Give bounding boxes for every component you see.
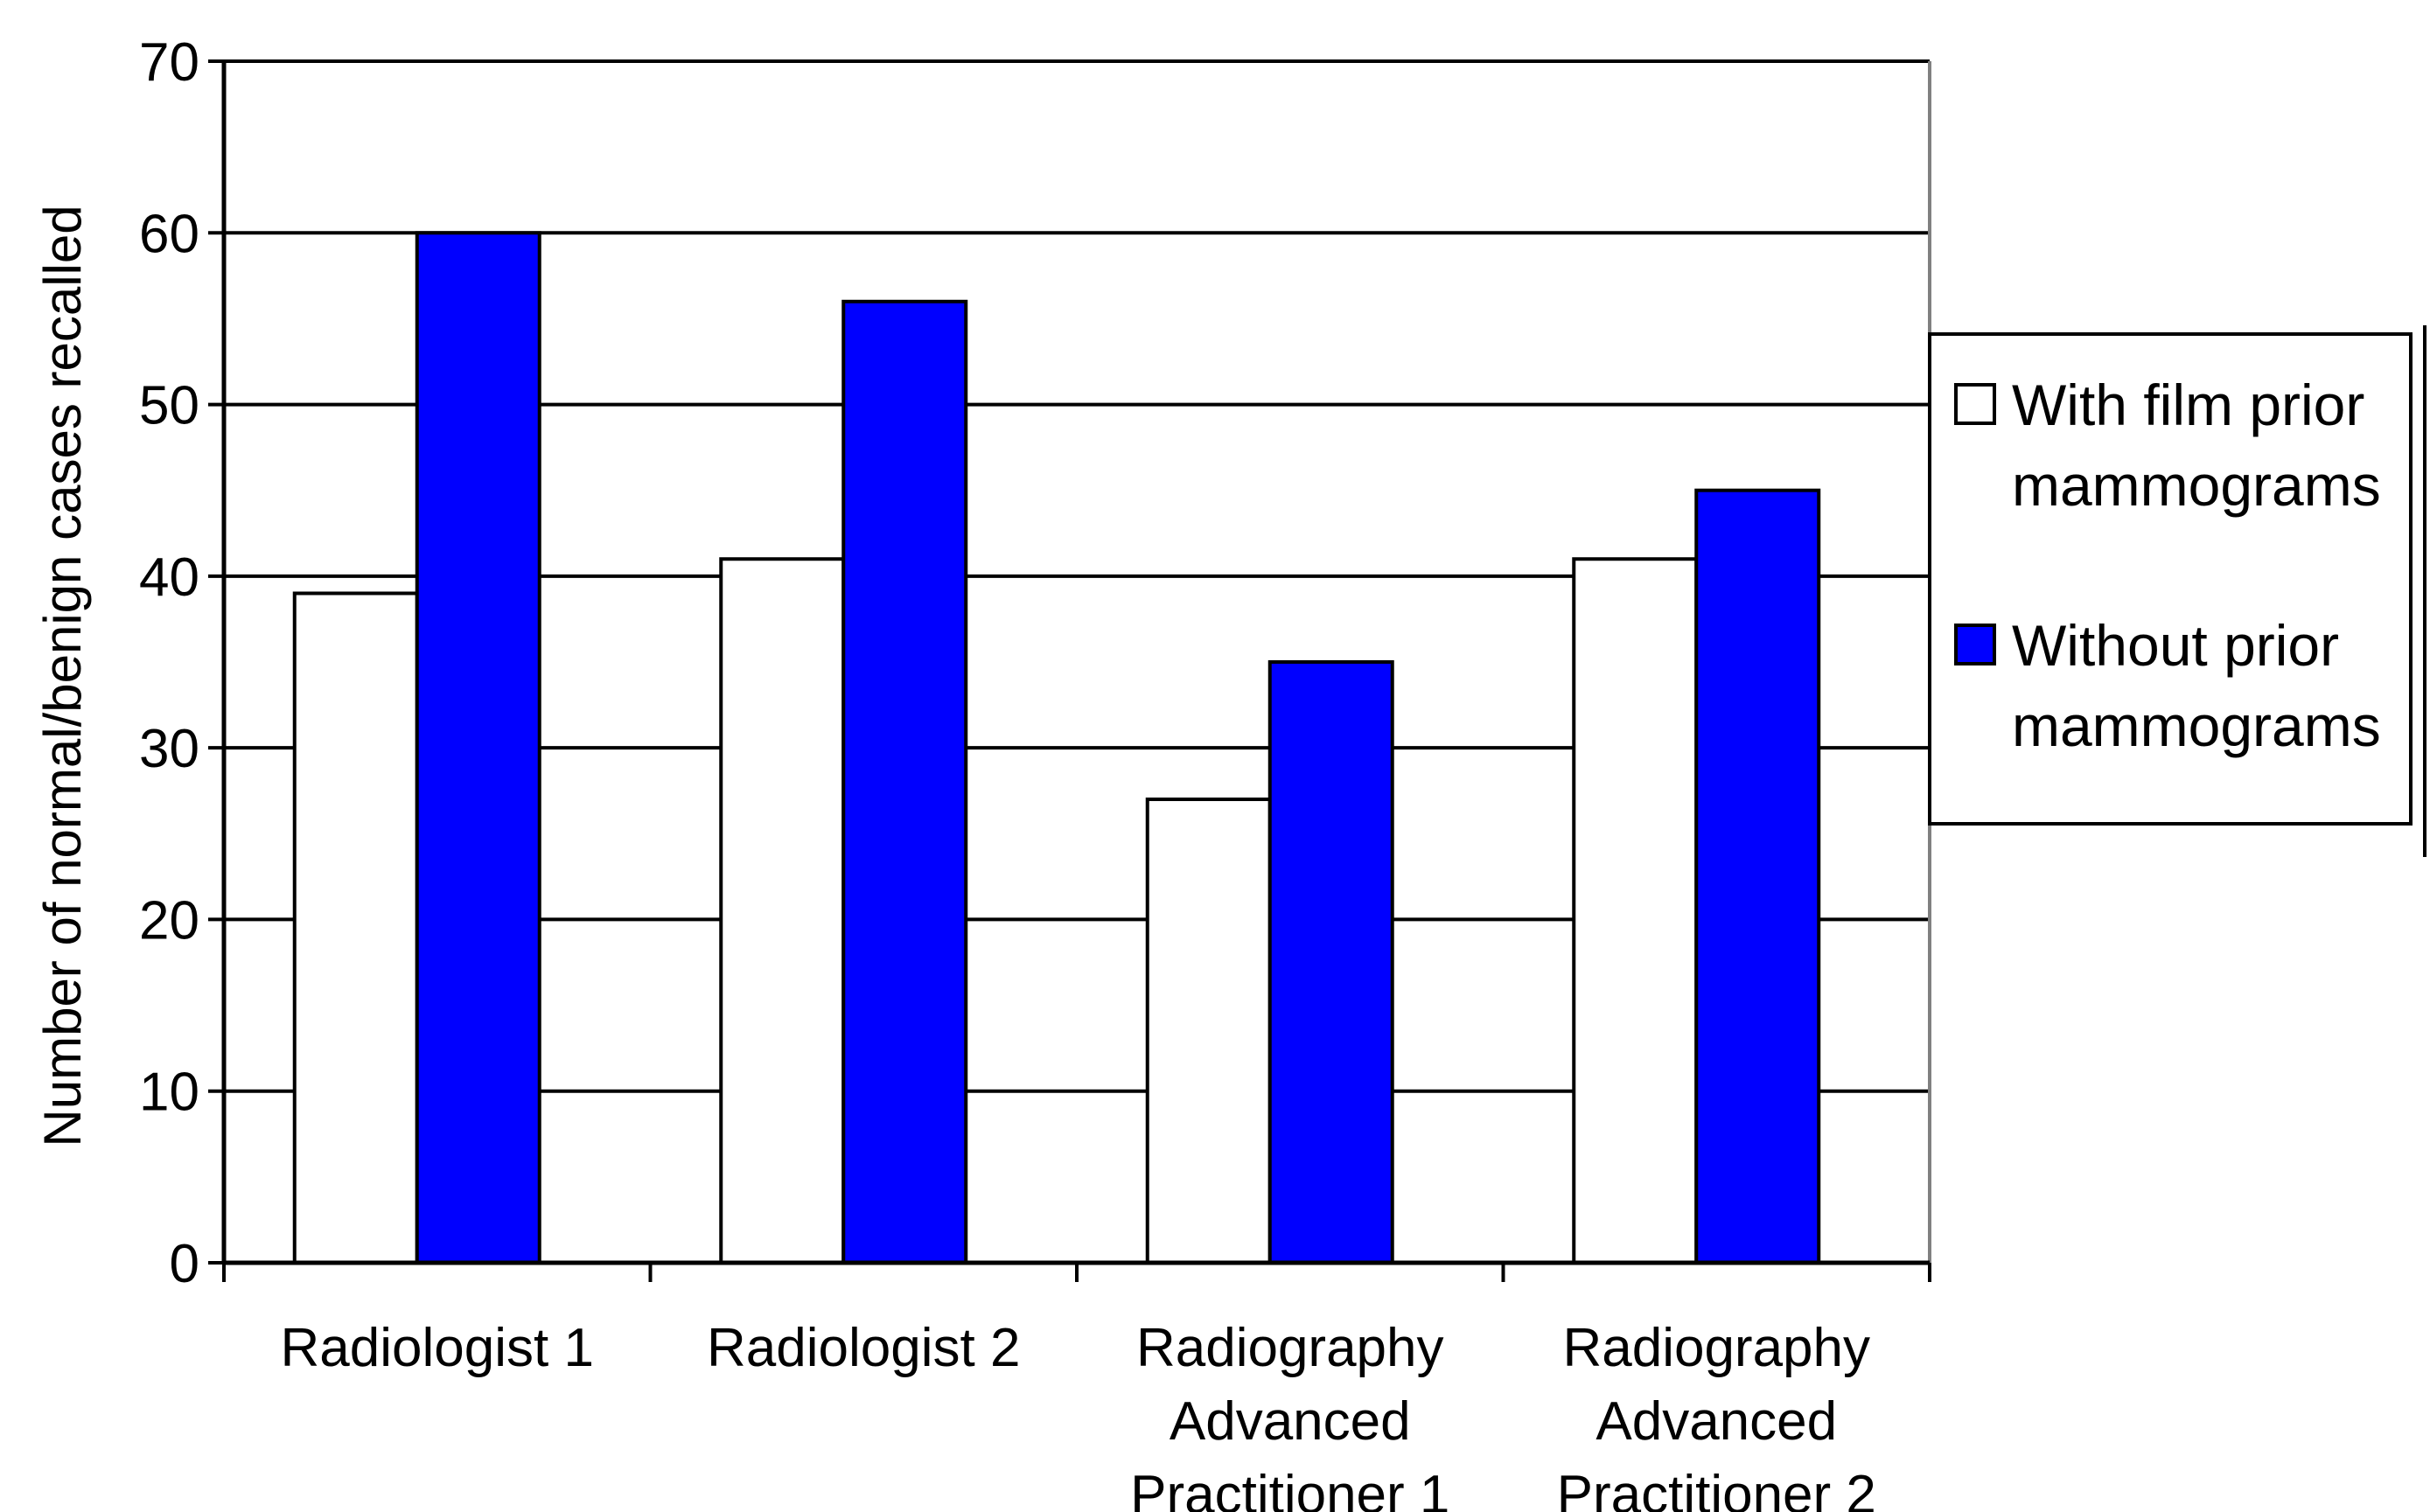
x-category-label-4-line-1: Radiography (1562, 1318, 1870, 1378)
legend-swatch-2 (1954, 624, 1996, 665)
legend-label-2-line-2: mammograms (2012, 693, 2381, 758)
bar-with-film-prior-1 (292, 591, 419, 1265)
bar-with-film-prior-2 (719, 557, 846, 1265)
bar-without-prior-4 (1694, 488, 1821, 1265)
tick-labels: 0 10 20 30 40 50 60 70 Radiologist 1 Radiologist … (139, 32, 1876, 1512)
legend-box (1928, 332, 2413, 826)
bar-without-prior-1 (415, 231, 541, 1265)
bars (292, 231, 1821, 1265)
y-tick-label-60: 60 (139, 204, 199, 264)
y-tick-label-40: 40 (139, 547, 199, 608)
y-tick-label-20: 20 (139, 890, 199, 951)
x-category-label-3-line-3: Practitioner 1 (1130, 1465, 1449, 1512)
bar-without-prior-3 (1267, 660, 1394, 1265)
x-category-label-1-line-1: Radiologist 1 (281, 1318, 594, 1378)
x-category-label-3-line-2: Advanced (1170, 1391, 1411, 1452)
legend-label-1-line-2: mammograms (2012, 453, 2381, 518)
y-axis-title: Number of normal/benign cases recalled (33, 205, 92, 1146)
legend-label-1-line-1: With film prior (2012, 373, 2364, 437)
legend: With film prior mammograms Without prior ma… (1928, 325, 2427, 857)
x-category-label-2-line-1: Radiologist 2 (707, 1318, 1020, 1378)
axes (208, 59, 1931, 1282)
x-category-label-4-line-2: Advanced (1596, 1391, 1837, 1452)
y-tick-label-70: 70 (139, 32, 199, 93)
y-tick-label-30: 30 (139, 719, 199, 779)
y-tick-label-10: 10 (139, 1063, 199, 1123)
x-category-label-3-line-1: Radiography (1136, 1318, 1444, 1378)
bar-with-film-prior-3 (1145, 798, 1272, 1265)
y-tick-label-0: 0 (170, 1234, 199, 1294)
bar-with-film-prior-4 (1572, 557, 1699, 1265)
x-category-label-4-line-3: Practitioner 2 (1557, 1465, 1876, 1512)
legend-swatch-1 (1954, 383, 1996, 425)
y-tick-label-50: 50 (139, 376, 199, 436)
bar-without-prior-2 (841, 299, 968, 1265)
legend-label-2-line-1: Without prior (2012, 613, 2339, 678)
